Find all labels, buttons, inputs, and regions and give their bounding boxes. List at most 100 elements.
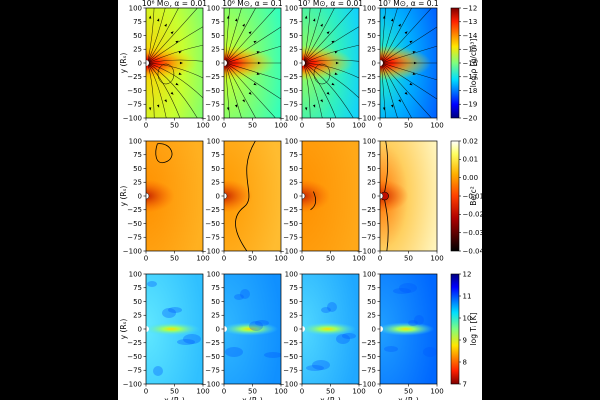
streamline-arrow	[253, 82, 257, 86]
colorbar-tick-label: 12	[463, 270, 472, 278]
x-tick-label: 50	[248, 388, 257, 396]
streamline-arrow	[409, 82, 413, 86]
streamline	[381, 26, 437, 64]
streamline-arrow	[413, 61, 417, 65]
y-tick-label: −75	[205, 367, 220, 375]
temperature-eddy	[312, 360, 330, 370]
y-tick-label: −100	[201, 114, 220, 122]
y-axis-label: y (Rₛ)	[119, 319, 128, 340]
y-tick-label: −75	[361, 101, 376, 109]
y-tick-label: −100	[123, 247, 142, 255]
streamline-arrow	[170, 31, 174, 35]
colorbar-gradient	[450, 140, 460, 252]
streamline	[381, 8, 386, 64]
streamline-arrow	[175, 40, 179, 44]
streamline	[381, 62, 437, 100]
colorbar-tick-label: 0.02	[463, 137, 479, 145]
colorbar-tick-label: −20	[463, 114, 478, 122]
x-tick-label: 0	[378, 255, 382, 263]
y-tick-label: −25	[361, 339, 376, 347]
streamline	[303, 62, 337, 118]
colorbar-tick-label: 10	[463, 314, 472, 322]
x-tick-label: 50	[170, 388, 179, 396]
y-tick-label: 0	[372, 325, 376, 333]
central-hole	[146, 192, 150, 200]
temperature-eddy	[393, 288, 411, 294]
streamline-arrow	[248, 91, 252, 95]
x-tick-label: 0	[222, 255, 226, 263]
x-axis-label: x (Rₛ)	[242, 396, 263, 400]
y-tick-label: 75	[367, 151, 376, 159]
y-tick-label: −75	[283, 234, 298, 242]
streamline-arrow	[320, 99, 323, 103]
y-tick-label: −25	[283, 339, 298, 347]
streamline-arrow	[398, 99, 401, 103]
panel-title: 10⁷ M⊙, α = 0.1	[378, 0, 439, 8]
y-tick-label: 50	[211, 298, 220, 306]
temperature-disk	[380, 274, 437, 384]
streamline-arrow	[326, 31, 330, 35]
streamline-arrow	[170, 91, 174, 95]
y-tick-label: −50	[127, 87, 142, 95]
streamline-arrow	[242, 23, 245, 27]
streamline	[147, 62, 167, 118]
colorbar-1: 0.02 0.01 0.00 −0.01 −0.02 −0.03 −0.04 Be/c²	[450, 137, 482, 255]
x-tick-label: 0	[300, 255, 304, 263]
colorbar-0: −12 −13 −14 −15 −16 −17 −18 −19 −20 log ρ [g/cm³]	[450, 4, 478, 122]
streamline	[225, 62, 281, 81]
streamline-arrow	[382, 15, 386, 19]
x-tick-label: 100	[352, 122, 365, 130]
central-hole	[380, 192, 384, 200]
streamline-arrow	[226, 15, 230, 19]
streamline-arrow	[164, 23, 167, 27]
y-tick-label: 75	[133, 151, 142, 159]
x-tick-label: 0	[144, 122, 148, 130]
streamline	[381, 62, 386, 118]
y-tick-label: −100	[357, 114, 376, 122]
y-tick-label: 25	[289, 312, 298, 320]
streamline	[225, 26, 281, 64]
streamline-arrow	[312, 104, 316, 108]
y-tick-label: −50	[283, 353, 298, 361]
y-tick-label: 25	[133, 46, 142, 54]
temperature-eddy	[384, 346, 398, 352]
x-tick-label: 0	[378, 388, 382, 396]
y-tick-label: −100	[279, 380, 298, 388]
y-tick-label: −50	[205, 87, 220, 95]
streamline	[147, 26, 203, 64]
streamline-arrow	[398, 23, 401, 27]
x-tick-label: 0	[222, 122, 226, 130]
y-tick-label: 100	[285, 137, 298, 145]
x-tick-label: 50	[326, 122, 335, 130]
temperature-eddy	[399, 283, 417, 293]
panel-r2-c2: 0 50 100 100 75 50 25 0 −25 −50 −75 −100	[279, 270, 366, 395]
y-tick-label: 75	[211, 18, 220, 26]
streamline-arrow	[179, 61, 183, 65]
temperature-eddy	[177, 339, 195, 345]
x-tick-label: 50	[248, 255, 257, 263]
temperature-eddy	[234, 294, 244, 300]
streamline	[303, 62, 311, 118]
x-tick-label: 0	[378, 122, 382, 130]
x-tick-label: 50	[170, 122, 179, 130]
panel-title: 10⁶ M⊙, α = 0.1	[222, 0, 283, 8]
streamline-arrow	[409, 40, 413, 44]
y-tick-label: −100	[279, 247, 298, 255]
streamline	[303, 8, 335, 64]
streamline	[381, 62, 437, 81]
y-tick-label: 50	[367, 298, 376, 306]
streamline	[147, 62, 203, 99]
temperature-eddy	[423, 347, 437, 357]
y-tick-label: 50	[289, 165, 298, 173]
y-tick-label: −50	[127, 353, 142, 361]
x-tick-label: 100	[352, 255, 365, 263]
y-tick-label: 100	[363, 270, 376, 278]
temperature-eddy	[321, 307, 331, 313]
colorbar-label: log ρ [g/cm³]	[469, 39, 478, 88]
colorbar-label: Be/c²	[469, 186, 478, 205]
x-axis-label: x (Rₛ)	[320, 396, 341, 400]
colorbar-tick-label: 9	[463, 336, 467, 344]
streamline	[381, 8, 413, 64]
streamline-arrow	[382, 107, 386, 111]
y-tick-label: −100	[201, 247, 220, 255]
